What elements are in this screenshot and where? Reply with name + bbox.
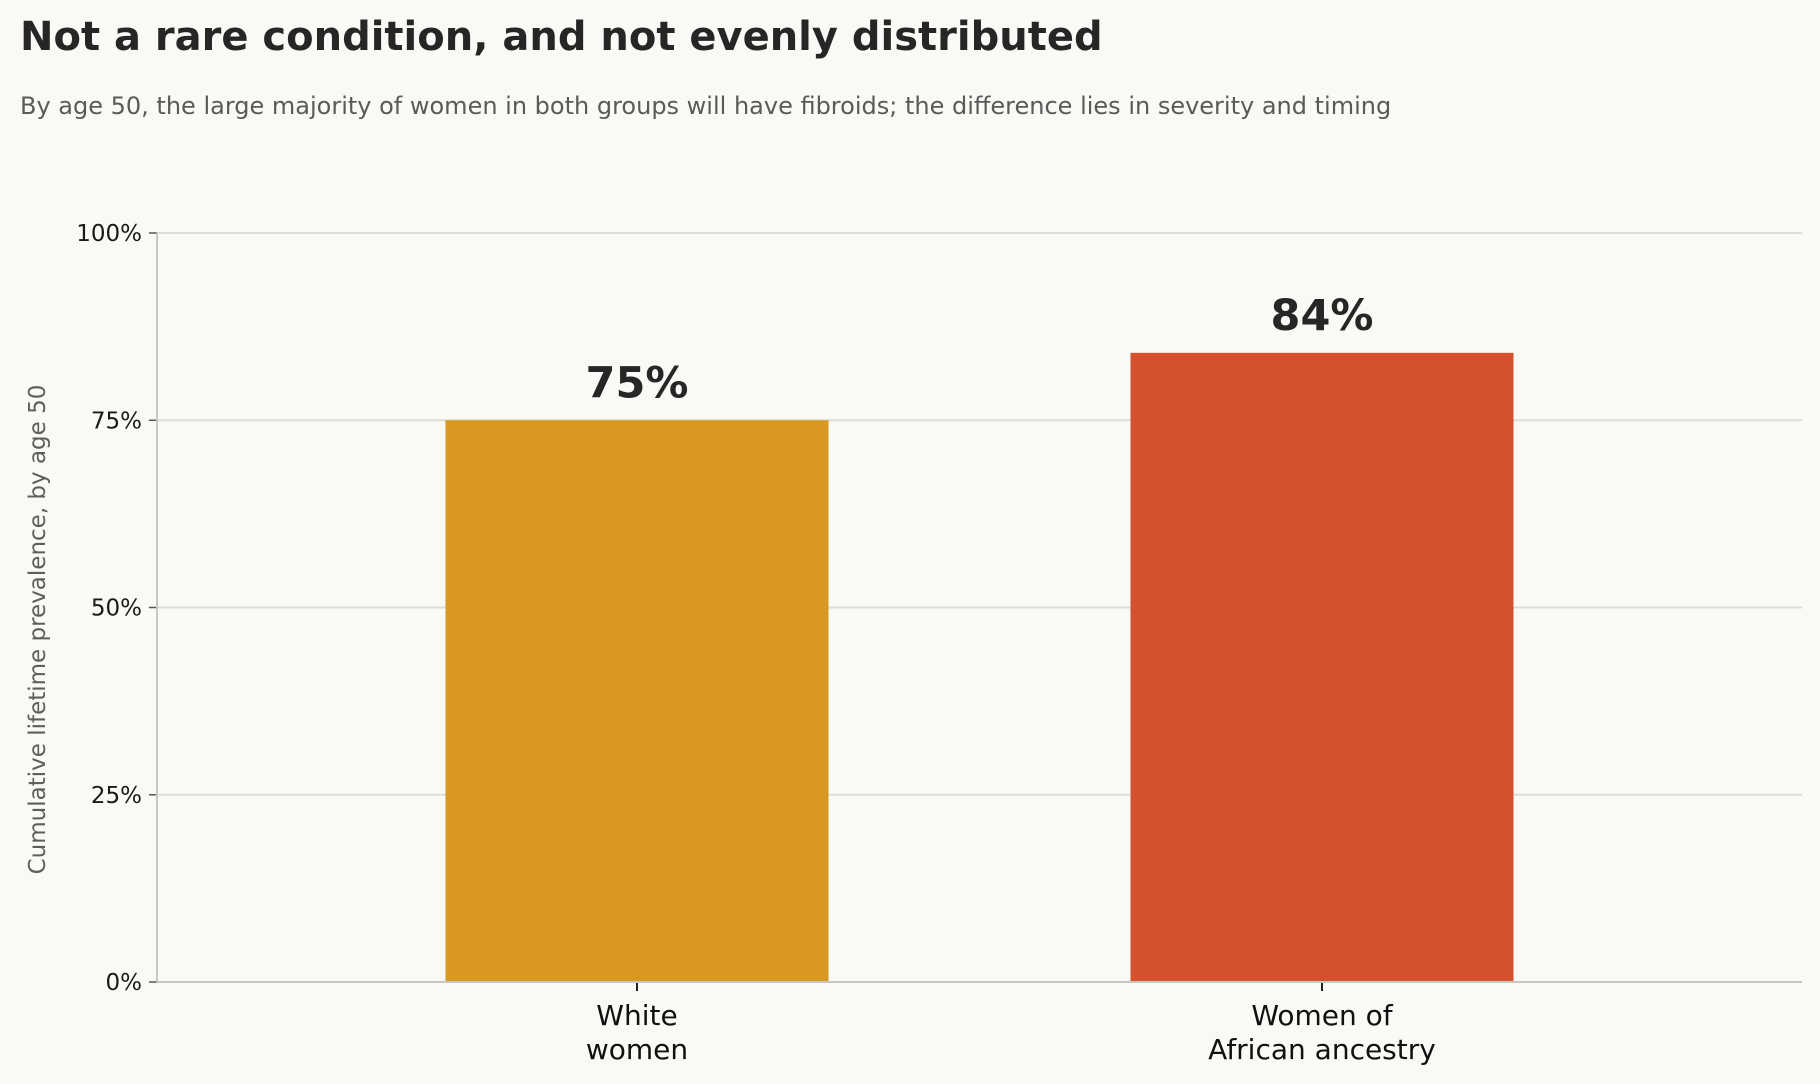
y-tick-label: 75% bbox=[91, 408, 142, 434]
y-tick-label: 50% bbox=[91, 596, 142, 622]
y-tick-label: 25% bbox=[91, 783, 142, 809]
bar-value-label: 84% bbox=[1271, 291, 1374, 341]
x-category-label: White bbox=[596, 999, 677, 1032]
y-axis-label: Cumulative lifetime prevalence, by age 5… bbox=[25, 385, 51, 875]
x-category-label: African ancestry bbox=[1208, 1033, 1436, 1066]
y-tick-label: 0% bbox=[106, 970, 143, 996]
chart-title: Not a rare condition, and not evenly dis… bbox=[20, 14, 1103, 60]
gridlines bbox=[157, 232, 1802, 796]
axes bbox=[149, 232, 1802, 991]
y-tick-label: 100% bbox=[76, 221, 142, 247]
bar bbox=[445, 420, 829, 982]
bars bbox=[445, 352, 1514, 983]
bar bbox=[1130, 352, 1514, 983]
x-category-label: Women of bbox=[1251, 999, 1393, 1032]
bar-value-label: 75% bbox=[586, 358, 689, 408]
chart-subtitle: By age 50, the large majority of women i… bbox=[20, 92, 1392, 120]
x-category-label: women bbox=[586, 1033, 688, 1066]
